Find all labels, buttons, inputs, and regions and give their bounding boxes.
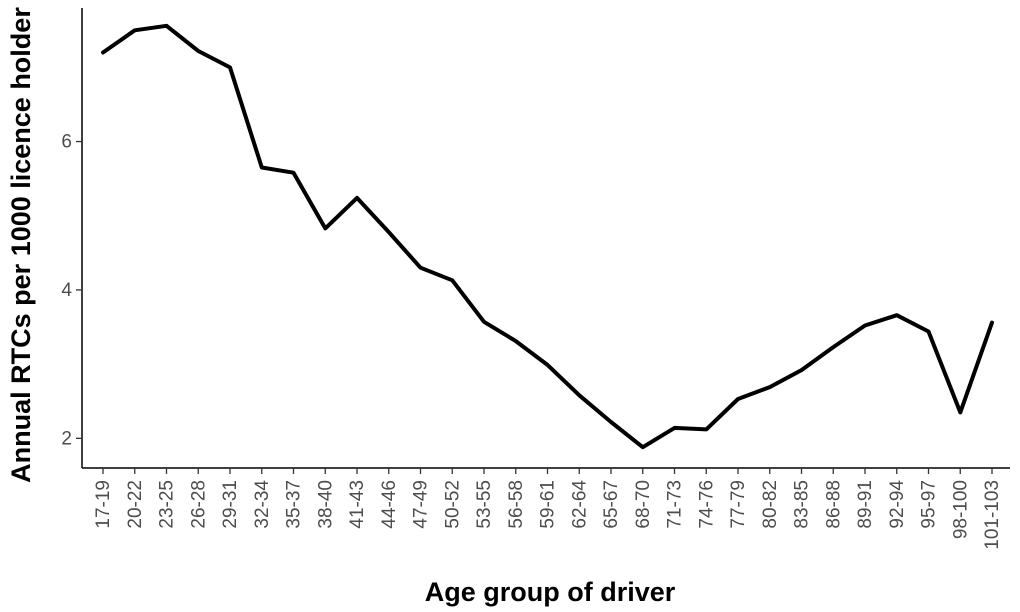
x-tick-label: 95-97 [919, 480, 940, 529]
x-tick-label: 101-103 [982, 480, 1003, 550]
x-tick-label: 26-28 [188, 480, 209, 529]
x-tick-label: 56-58 [506, 480, 527, 529]
x-tick-label: 44-46 [379, 480, 400, 529]
x-tick-label: 71-73 [665, 480, 686, 529]
y-axis-title: Annual RTCs per 1000 licence holder [6, 7, 36, 483]
x-tick-label: 23-25 [157, 480, 178, 529]
x-tick-label: 77-79 [728, 480, 749, 529]
axes [81, 8, 1010, 469]
x-tick-label: 86-88 [823, 480, 844, 529]
x-tick-label: 20-22 [125, 480, 146, 529]
x-axis-title: Age group of driver [425, 577, 676, 607]
x-ticks: 17-19 20-22 23-25 26-28 29-31 32-34 35-37 38-40… [93, 468, 1003, 550]
x-tick-label: 68-70 [633, 480, 654, 529]
x-tick-label: 32-34 [252, 480, 273, 529]
x-tick-label: 35-37 [284, 480, 305, 529]
x-tick-label: 74-76 [696, 480, 717, 529]
x-tick-label: 50-52 [442, 480, 463, 529]
x-tick-label: 17-19 [93, 480, 114, 529]
series-line [101, 23, 994, 450]
x-tick-label: 53-55 [474, 480, 495, 529]
x-tick-label: 92-94 [887, 480, 908, 529]
x-tick-label: 80-82 [760, 480, 781, 529]
x-tick-label: 47-49 [411, 480, 432, 529]
y-ticks: 2 4 6 [61, 132, 82, 449]
x-tick-label: 83-85 [792, 480, 813, 529]
x-tick-label: 62-64 [569, 480, 590, 529]
x-tick-label: 65-67 [601, 480, 622, 529]
x-tick-label: 29-31 [220, 480, 241, 529]
series-layer [101, 23, 994, 450]
x-tick-label: 41-43 [347, 480, 368, 529]
x-tick-label: 98-100 [950, 480, 971, 539]
x-tick-label: 89-91 [855, 480, 876, 529]
y-tick-label: 4 [61, 280, 72, 301]
y-tick-label: 6 [61, 132, 72, 153]
x-tick-label: 59-61 [538, 480, 559, 529]
x-tick-label: 38-40 [315, 480, 336, 529]
y-tick-label: 2 [61, 428, 72, 449]
